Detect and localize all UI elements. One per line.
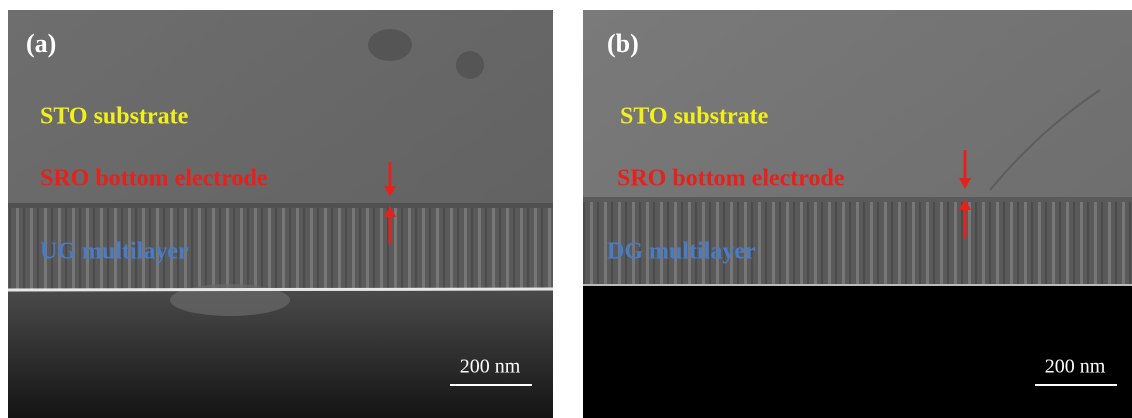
thickness-arrows — [384, 162, 396, 244]
electrode-layer — [8, 203, 553, 208]
scale-bar-label: 200 nm — [460, 356, 521, 378]
panel-label: (a) — [26, 29, 56, 58]
substrate-label: STO substrate — [40, 104, 189, 130]
panel-label: (b) — [607, 29, 639, 58]
bottom-region — [8, 290, 553, 418]
electrode-label: SRO bottom electrode — [617, 166, 845, 192]
panel-a: (a) STO substrate SRO bottom electrode U… — [7, 10, 554, 418]
bottom-region — [583, 285, 1132, 418]
thickness-arrows — [959, 150, 971, 238]
scale-bar-label: 200 nm — [1045, 356, 1106, 378]
multilayer-label: UG multilayer — [40, 239, 189, 265]
panel-b: (b) STO substrate SRO bottom electrode D… — [583, 10, 1132, 418]
multilayer-region — [583, 202, 1132, 285]
electrode-label: SRO bottom electrode — [40, 166, 268, 192]
interface-line — [7, 287, 554, 292]
multilayer-label: DG multilayer — [607, 239, 756, 265]
multilayer-region — [8, 208, 553, 290]
electrode-layer — [583, 197, 1132, 202]
substrate-label: STO substrate — [620, 104, 769, 130]
